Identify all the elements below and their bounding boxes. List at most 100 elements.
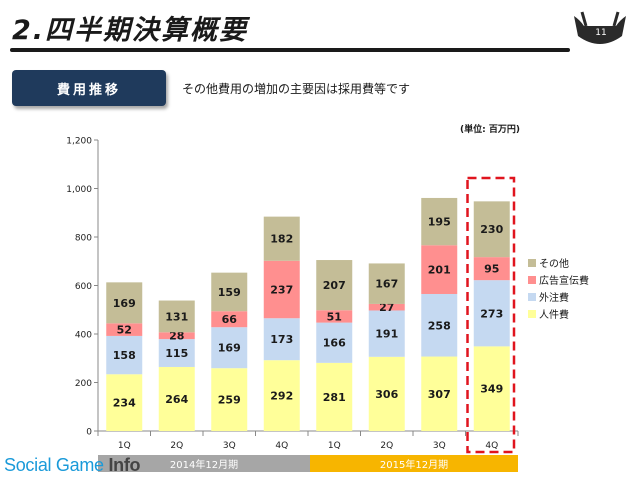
data-label: 264 bbox=[165, 393, 188, 406]
bar-segment bbox=[106, 335, 143, 375]
data-label: 237 bbox=[270, 284, 293, 297]
data-label: 66 bbox=[222, 313, 238, 326]
bar-segment bbox=[316, 362, 353, 431]
bar-segment bbox=[421, 356, 458, 431]
data-label: 201 bbox=[428, 264, 451, 277]
bar-segment bbox=[368, 303, 405, 311]
data-label: 292 bbox=[270, 390, 293, 403]
legend-label: 広告宣伝費 bbox=[539, 274, 589, 287]
data-label: 28 bbox=[169, 330, 184, 343]
data-label: 273 bbox=[480, 307, 503, 320]
data-label: 306 bbox=[375, 388, 398, 401]
bar-segment bbox=[368, 263, 405, 304]
bar-segment bbox=[106, 323, 143, 336]
boat-logo-icon bbox=[574, 11, 626, 44]
data-label: 230 bbox=[480, 223, 503, 236]
bar-segment bbox=[473, 201, 510, 258]
data-label: 191 bbox=[375, 328, 398, 341]
data-label: 52 bbox=[117, 324, 132, 337]
watermark: Social Game Info bbox=[4, 455, 141, 476]
data-label: 166 bbox=[323, 337, 346, 350]
bar-segment bbox=[263, 260, 300, 319]
y-tick-label: 600 bbox=[75, 282, 92, 292]
x-tick-label: 3Q bbox=[223, 441, 236, 451]
watermark-text: Social Game bbox=[4, 455, 109, 475]
slide-title: 2.四半期決算概要 bbox=[12, 15, 249, 46]
legend-swatch bbox=[528, 259, 536, 267]
bar-segment bbox=[106, 374, 143, 431]
bar-segment bbox=[211, 272, 248, 312]
bar-segment bbox=[473, 346, 510, 431]
data-label: 258 bbox=[428, 319, 451, 332]
bar-segment bbox=[421, 245, 458, 294]
bar-segment bbox=[211, 327, 248, 369]
y-tick-label: 800 bbox=[75, 234, 92, 244]
data-label: 281 bbox=[323, 391, 346, 404]
data-label: 182 bbox=[270, 233, 293, 246]
x-tick-label: 2Q bbox=[380, 441, 393, 451]
legend-swatch bbox=[528, 310, 536, 318]
data-label: 307 bbox=[428, 388, 451, 401]
legend-label: その他 bbox=[539, 257, 569, 270]
legend-label: 外注費 bbox=[539, 291, 569, 304]
bar-segment bbox=[368, 356, 405, 431]
bar-segment bbox=[421, 197, 458, 246]
y-tick-label: 0 bbox=[86, 428, 92, 438]
x-tick-label: 1Q bbox=[118, 441, 131, 451]
y-tick-label: 200 bbox=[75, 379, 92, 389]
bar-segment bbox=[263, 318, 300, 361]
bar-segment bbox=[473, 257, 510, 281]
x-tick-label: 1Q bbox=[328, 441, 341, 451]
data-label: 159 bbox=[218, 286, 241, 299]
data-label: 169 bbox=[218, 342, 241, 355]
data-label: 115 bbox=[165, 347, 188, 360]
y-tick-label: 1,200 bbox=[66, 137, 92, 147]
x-tick-label: 2Q bbox=[170, 441, 183, 451]
legend-label: 人件費 bbox=[539, 308, 569, 321]
title-underline bbox=[10, 48, 570, 52]
bar-segment bbox=[158, 339, 195, 367]
x-tick-label: 3Q bbox=[433, 441, 446, 451]
x-tick-label: 4Q bbox=[485, 441, 498, 451]
data-label: 158 bbox=[113, 349, 136, 362]
highlight-box bbox=[466, 176, 516, 454]
legend-swatch bbox=[528, 276, 536, 284]
y-tick-label: 1,000 bbox=[66, 185, 92, 195]
data-label: 173 bbox=[270, 333, 293, 346]
bar-segment bbox=[263, 360, 300, 431]
data-label: 259 bbox=[218, 394, 241, 407]
bar-segment bbox=[263, 216, 300, 261]
bar-segment bbox=[158, 366, 195, 431]
bar-segment bbox=[158, 300, 195, 333]
legend-swatch bbox=[528, 293, 536, 301]
data-label: 349 bbox=[480, 383, 503, 396]
watermark-text-info: Info bbox=[108, 455, 141, 475]
period-label-2015: 2015年12月期 bbox=[310, 455, 518, 472]
data-label: 51 bbox=[327, 310, 342, 323]
data-label: 207 bbox=[323, 279, 346, 292]
bar-segment bbox=[211, 368, 248, 431]
data-label: 169 bbox=[113, 297, 136, 310]
bar-segment bbox=[316, 260, 353, 311]
bar-segment bbox=[316, 310, 353, 323]
bar-segment bbox=[421, 293, 458, 357]
data-label: 195 bbox=[428, 216, 451, 229]
bar-segment bbox=[211, 311, 248, 328]
bar-segment bbox=[316, 322, 353, 363]
x-tick-label: 4Q bbox=[275, 441, 288, 451]
period-label-2014: 2014年12月期 bbox=[98, 455, 310, 472]
data-label: 27 bbox=[379, 301, 394, 314]
unit-note: (単位: 百万円) bbox=[460, 125, 520, 135]
data-label: 167 bbox=[375, 278, 398, 291]
page-number: 11 bbox=[595, 28, 607, 38]
section-subtitle: その他費用の増加の主要因は採用費等です bbox=[182, 82, 411, 96]
section-label: 費用推移 bbox=[12, 70, 166, 106]
bar-segment bbox=[106, 282, 143, 324]
bar-segment bbox=[158, 332, 195, 340]
data-label: 95 bbox=[484, 263, 499, 276]
y-tick-label: 400 bbox=[75, 331, 92, 341]
data-label: 131 bbox=[165, 310, 188, 323]
bar-segment bbox=[368, 310, 405, 357]
bar-segment bbox=[473, 280, 510, 347]
